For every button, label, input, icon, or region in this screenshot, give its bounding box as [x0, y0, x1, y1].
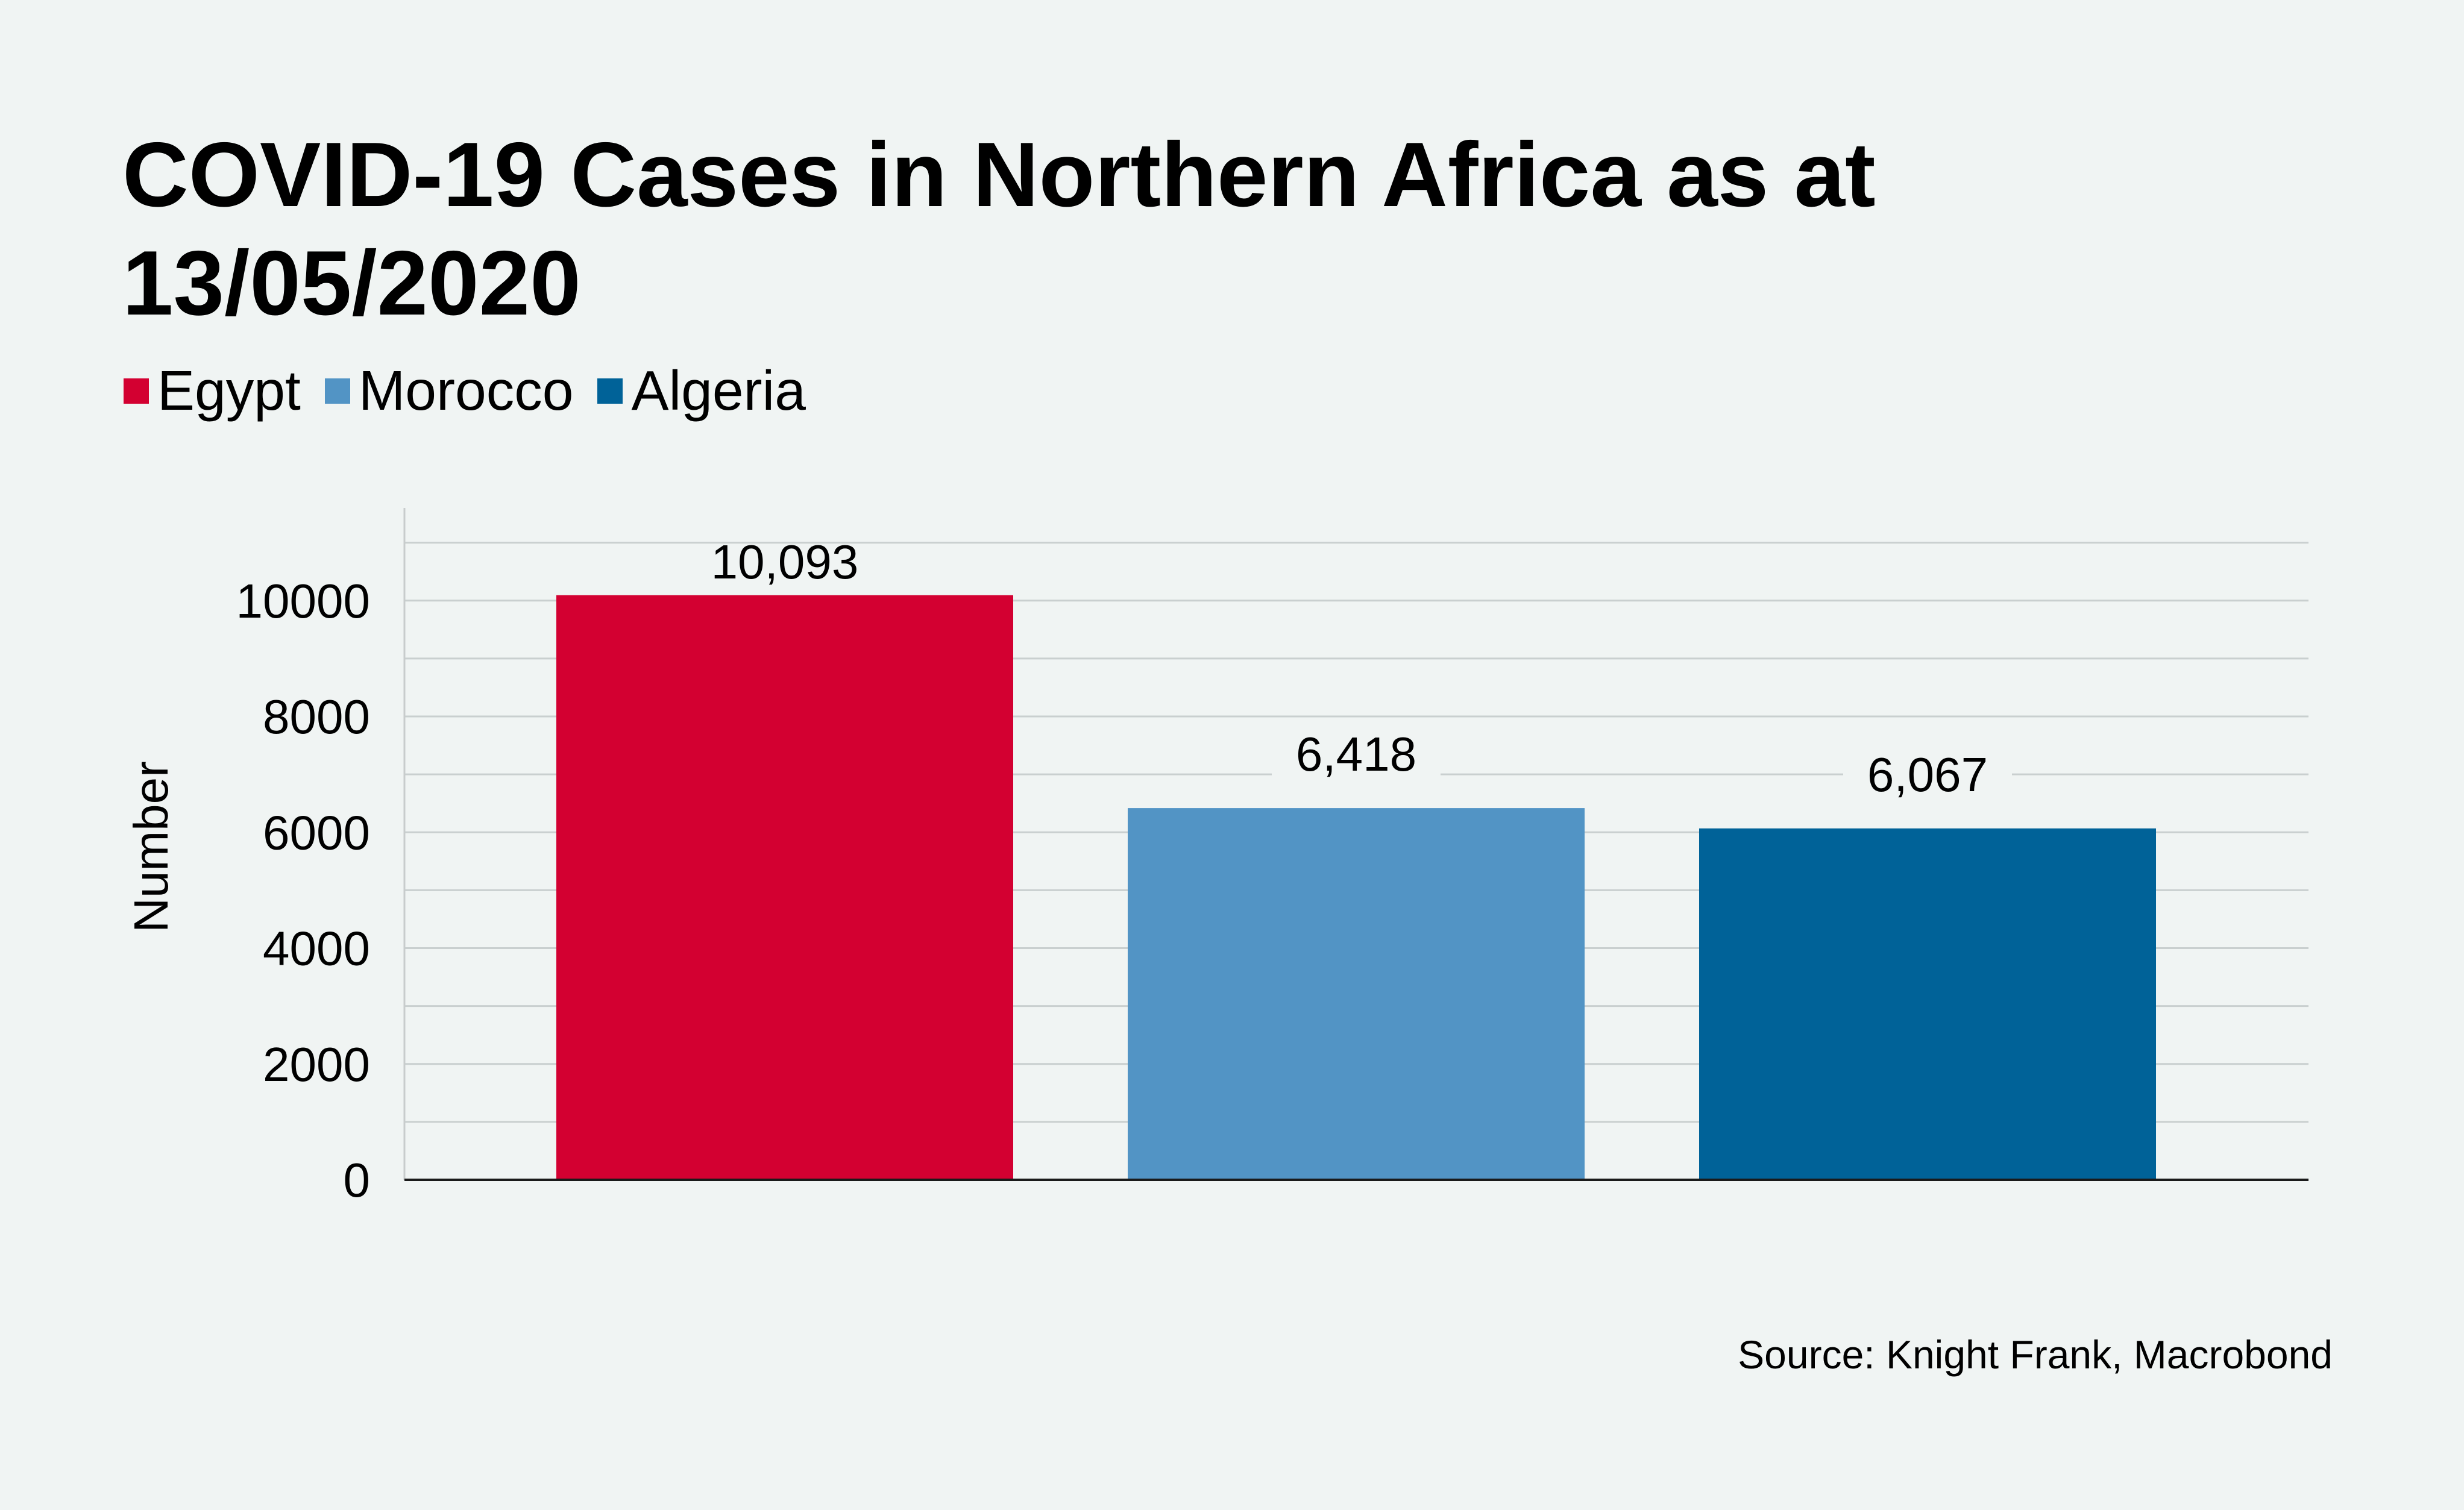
data-label-egypt: 10,093 [711, 535, 859, 589]
legend-item-egypt: Egypt [124, 359, 301, 423]
bar-egypt [556, 595, 1013, 1180]
legend-swatch-egypt [124, 378, 149, 404]
legend-swatch-morocco [324, 378, 350, 404]
data-label-morocco: 6,418 [1296, 727, 1416, 781]
legend-label-morocco: Morocco [358, 359, 574, 422]
y-tick-labels: 0 2000 4000 6000 8000 10000 [236, 574, 370, 1207]
y-tick-label: 0 [344, 1153, 371, 1207]
data-label-algeria: 6,067 [1867, 748, 1988, 801]
y-axis-label: Number [124, 761, 178, 933]
data-label-background [1272, 724, 1441, 785]
y-tick-label: 2000 [263, 1038, 370, 1091]
chart-title: COVID-19 Cases in Northern Africa as at … [122, 124, 1876, 334]
bar-morocco [1128, 808, 1585, 1180]
legend-label-egypt: Egypt [157, 359, 301, 422]
data-labels: 10,093 6,418 6,067 [711, 535, 2012, 804]
data-label-background [1843, 744, 2012, 804]
legend-label-algeria: Algeria [631, 359, 806, 422]
y-tick-label: 6000 [263, 806, 370, 859]
y-tick-label: 8000 [263, 690, 370, 744]
bar-algeria [1699, 828, 2156, 1180]
legend-item-algeria: Algeria [597, 359, 806, 423]
source-note: Source: Knight Frank, Macrobond [1738, 1332, 2333, 1377]
legend: Egypt Morocco Algeria [124, 359, 830, 423]
y-tick-label: 10000 [236, 574, 370, 628]
y-tick-label: 4000 [263, 922, 370, 976]
legend-item-morocco: Morocco [324, 359, 574, 423]
legend-swatch-algeria [597, 378, 623, 404]
bars [556, 595, 2156, 1180]
